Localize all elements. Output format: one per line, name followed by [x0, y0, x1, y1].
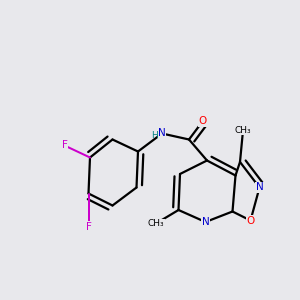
Text: O: O	[198, 116, 207, 127]
Text: F: F	[85, 221, 91, 232]
Text: F: F	[61, 140, 68, 151]
Text: H: H	[151, 130, 158, 140]
Text: O: O	[246, 215, 255, 226]
Text: N: N	[202, 217, 209, 227]
Text: CH₃: CH₃	[148, 219, 164, 228]
Text: N: N	[256, 182, 263, 193]
Text: N: N	[158, 128, 166, 139]
Text: CH₃: CH₃	[235, 126, 251, 135]
